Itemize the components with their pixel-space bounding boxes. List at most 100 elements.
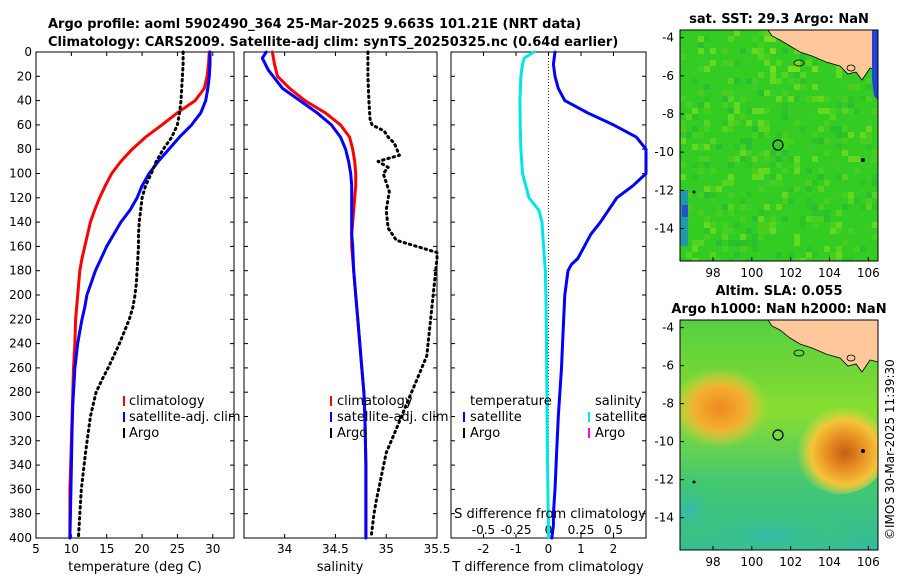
- sst-pixel: [752, 126, 758, 132]
- sst-pixel: [782, 240, 788, 246]
- sst-pixel: [776, 222, 782, 228]
- sst-pixel: [734, 240, 740, 246]
- legend-temperature-heading: temperature: [470, 394, 552, 409]
- map-y-tick-label: -10: [654, 145, 674, 159]
- sst-pixel: [698, 102, 704, 108]
- sst-pixel: [716, 258, 722, 261]
- sst-island-dot: [861, 158, 865, 162]
- sst-pixel: [824, 120, 830, 126]
- sst-pixel: [770, 150, 776, 156]
- legend-swatch-climatology: [330, 396, 332, 406]
- sst-pixel: [830, 108, 836, 114]
- sst-pixel: [848, 78, 854, 84]
- sst-pixel: [872, 204, 878, 210]
- sst-pixel: [752, 168, 758, 174]
- sst-pixel: [722, 228, 728, 234]
- sst-pixel: [740, 90, 746, 96]
- series-line-climatology: [68, 50, 211, 540]
- sst-edge-strip: [872, 30, 878, 100]
- sst-pixel: [866, 174, 872, 180]
- sst-pixel: [710, 48, 716, 54]
- sst-pixel: [710, 138, 716, 144]
- map-x-tick-label: 98: [705, 555, 720, 569]
- sst-pixel: [728, 60, 734, 66]
- sst-pixel: [722, 48, 728, 54]
- sst-pixel: [758, 240, 764, 246]
- sst-pixel: [806, 78, 812, 84]
- sst-pixel: [698, 138, 704, 144]
- sst-pixel: [770, 174, 776, 180]
- sla-island: [846, 354, 856, 362]
- legend-salinity-heading: salinity: [595, 394, 642, 409]
- sst-pixel: [854, 198, 860, 204]
- sst-pixel: [848, 258, 854, 261]
- sst-pixel: [866, 96, 872, 102]
- sst-pixel: [836, 228, 842, 234]
- sst-pixel: [830, 168, 836, 174]
- sst-pixel: [752, 246, 758, 252]
- sst-pixel: [836, 252, 842, 258]
- sla-land-sumatra: [767, 320, 878, 373]
- y-tick-label: 340: [9, 458, 32, 472]
- salinity-xlabel: salinity: [317, 560, 364, 575]
- sst-pixel: [740, 150, 746, 156]
- map-y-tick-label: -10: [654, 435, 674, 449]
- sst-pixel: [836, 222, 842, 228]
- sst-pixel: [794, 96, 800, 102]
- sst-pixel: [758, 150, 764, 156]
- y-tick-label: 200: [9, 288, 32, 302]
- sst-pixel: [722, 234, 728, 240]
- sst-pixel: [770, 216, 776, 222]
- sst-pixel: [836, 102, 842, 108]
- y-tick-label: 0: [24, 45, 32, 59]
- sst-pixel: [698, 66, 704, 72]
- sst-pixel: [758, 252, 764, 258]
- sst-pixel: [818, 186, 824, 192]
- sst-pixel: [698, 36, 704, 42]
- sst-pixel: [836, 258, 842, 261]
- sst-pixel: [806, 216, 812, 222]
- sst-pixel: [722, 222, 728, 228]
- sst-pixel: [866, 228, 872, 234]
- sst-pixel: [866, 192, 872, 198]
- sst-pixel: [782, 168, 788, 174]
- sst-pixel: [764, 228, 770, 234]
- sst-pixel: [680, 156, 686, 162]
- sst-pixel: [722, 90, 728, 96]
- sst-pixel: [842, 126, 848, 132]
- sst-pixel: [776, 174, 782, 180]
- sst-pixel: [770, 162, 776, 168]
- sst-pixel: [794, 72, 800, 78]
- sst-pixel: [770, 78, 776, 84]
- map-y-tick-label: -14: [654, 222, 674, 236]
- sst-pixel: [704, 126, 710, 132]
- sst-pixel: [842, 240, 848, 246]
- y-tick-label: 20: [17, 69, 32, 83]
- sst-pixel: [752, 240, 758, 246]
- sst-pixel: [758, 210, 764, 216]
- legend-swatch-t-satellite: [463, 412, 465, 422]
- sst-pixel: [728, 36, 734, 42]
- sst-pixel: [740, 144, 746, 150]
- sst-pixel: [824, 156, 830, 162]
- sst-pixel: [734, 102, 740, 108]
- sst-pixel: [752, 102, 758, 108]
- sst-pixel: [764, 180, 770, 186]
- sst-pixel: [746, 66, 752, 72]
- legend-argo: Argo: [337, 426, 367, 441]
- sst-pixel: [848, 96, 854, 102]
- legend-t-satellite: satellite: [470, 410, 522, 425]
- sst-pixel: [752, 84, 758, 90]
- sst-pixel: [830, 162, 836, 168]
- y-tick-label: 400: [9, 531, 32, 545]
- chart-marks: 5 10 15 20 25 3002040608010012014016018020022…: [9, 45, 648, 556]
- sst-pixel: [800, 78, 806, 84]
- sst-pixel: [788, 210, 794, 216]
- sst-pixel: [764, 156, 770, 162]
- sst-pixel: [866, 138, 872, 144]
- map-x-tick-label: 100: [740, 266, 763, 280]
- sst-pixel: [824, 180, 830, 186]
- legend-satellite: satellite-adj. clim: [337, 410, 449, 425]
- sst-pixel: [698, 234, 704, 240]
- sst-pixel: [788, 66, 794, 72]
